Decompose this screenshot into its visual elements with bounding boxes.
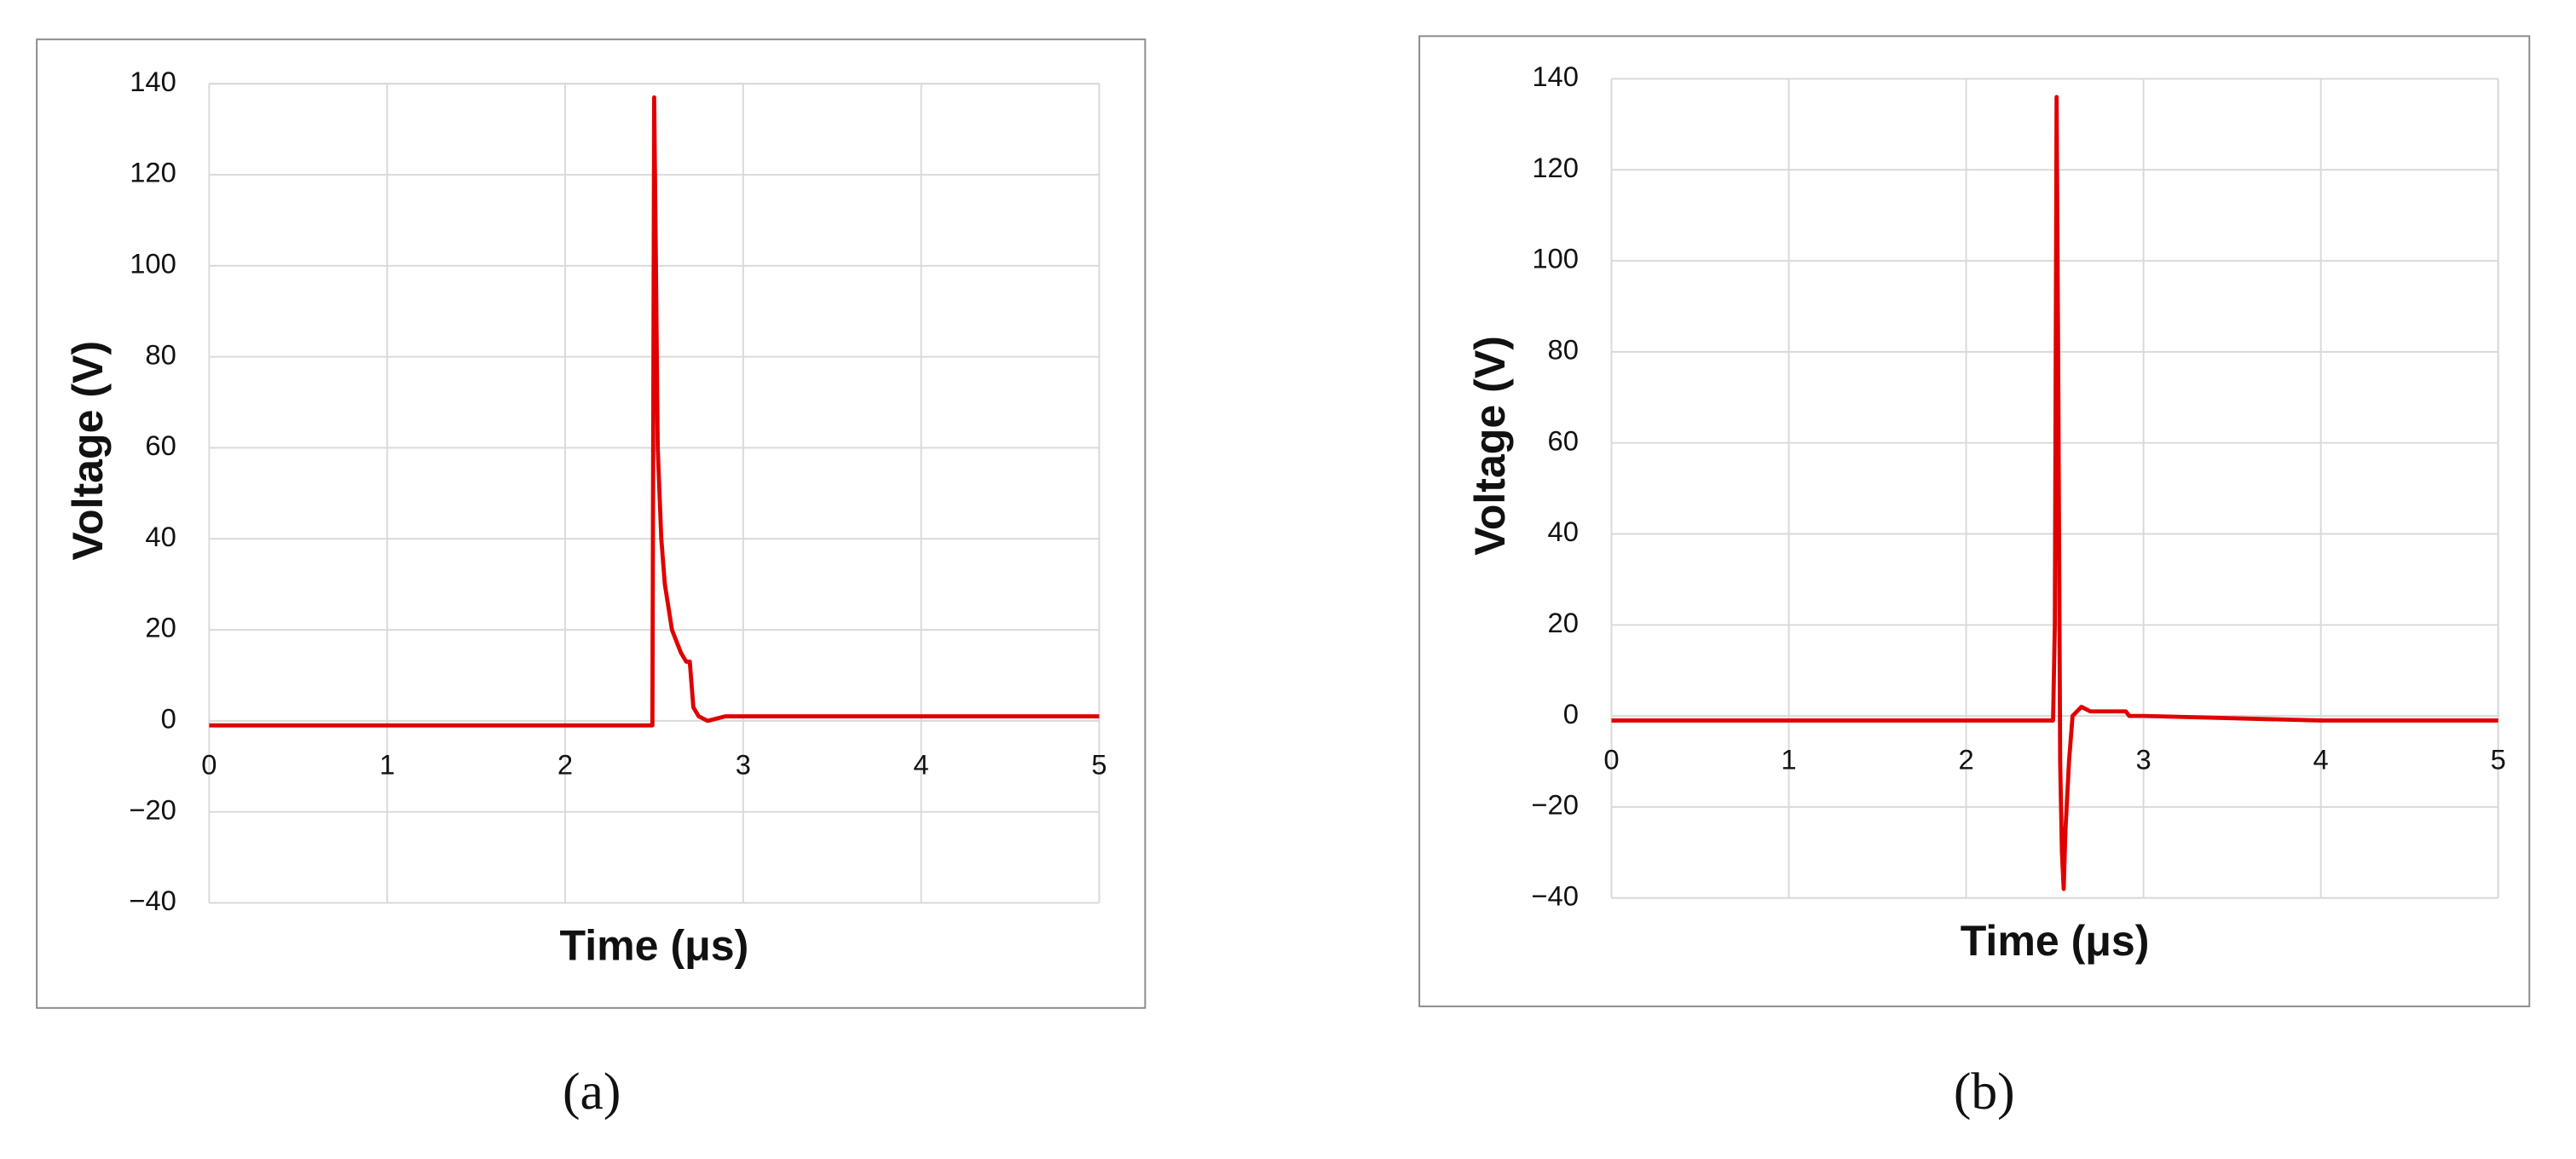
- y-tick-label: 80: [1548, 334, 1579, 366]
- y-tick-label: 40: [1548, 516, 1579, 547]
- y-tick-label: 140: [1532, 61, 1579, 92]
- y-tick-label: 120: [130, 157, 176, 188]
- y-tick-label: 60: [1548, 424, 1579, 456]
- x-tick-label: 1: [379, 748, 395, 780]
- panel-label: (a): [563, 1063, 621, 1121]
- x-tick-label: 5: [1091, 748, 1106, 780]
- x-tick-label: 4: [2313, 744, 2329, 776]
- chart-frame: [36, 38, 1146, 1009]
- y-tick-label: −40: [129, 885, 176, 916]
- y-tick-label: −40: [1531, 879, 1579, 911]
- y-tick-label: 120: [1532, 152, 1579, 183]
- y-tick-label: 100: [130, 248, 176, 280]
- y-tick-label: 100: [1532, 243, 1579, 274]
- y-tick-label: 40: [145, 521, 176, 552]
- chart-frame: [1418, 35, 2531, 1007]
- panel-label: (b): [1954, 1063, 2015, 1121]
- x-tick-label: 2: [557, 748, 573, 780]
- y-tick-label: −20: [1531, 789, 1579, 821]
- x-tick-label: 0: [201, 748, 217, 780]
- y-tick-label: 20: [145, 612, 176, 643]
- y-tick-label: 140: [130, 66, 176, 97]
- data-line: [209, 95, 1100, 728]
- y-tick-label: −20: [129, 793, 176, 825]
- x-axis-title: Time (μs): [560, 922, 749, 970]
- x-tick-label: 3: [736, 748, 751, 780]
- y-tick-label: 60: [145, 430, 176, 461]
- y-tick-label: 0: [161, 703, 176, 735]
- y-tick-label: 80: [145, 338, 176, 370]
- x-axis-title: Time (μs): [1961, 917, 2150, 965]
- x-tick-label: 0: [1603, 744, 1619, 776]
- x-tick-label: 2: [1958, 744, 1973, 776]
- y-axis-title: Voltage (V): [1466, 336, 1514, 556]
- data-line: [1611, 95, 2498, 891]
- y-tick-label: 0: [1563, 698, 1579, 729]
- x-tick-label: 5: [2491, 744, 2506, 776]
- y-axis-title: Voltage (V): [64, 341, 112, 561]
- x-tick-label: 3: [2136, 744, 2151, 776]
- x-tick-label: 4: [914, 748, 929, 780]
- x-tick-label: 1: [1781, 744, 1796, 776]
- y-tick-label: 20: [1548, 607, 1579, 638]
